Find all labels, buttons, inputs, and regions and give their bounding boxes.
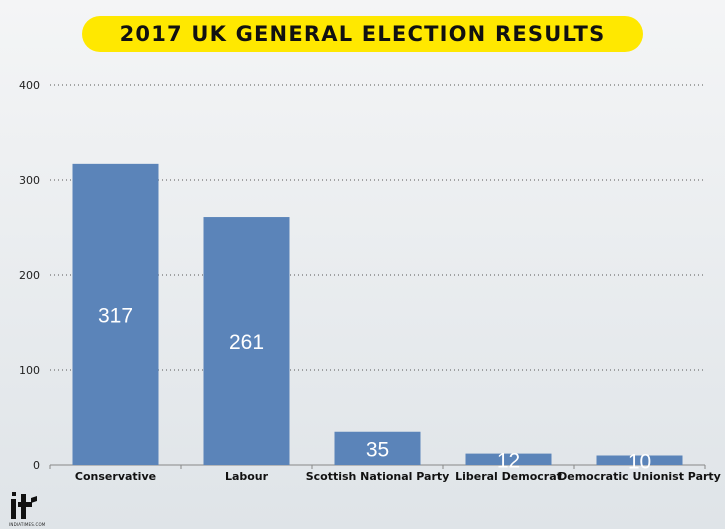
y-tick-label: 400	[19, 79, 40, 92]
logo-wordmark: INDIATIMES.COM	[9, 522, 46, 527]
bar-value-label: 12	[497, 449, 520, 472]
bar	[596, 455, 683, 465]
bar-value-label: 317	[98, 304, 133, 327]
bar-value-label: 35	[366, 438, 389, 461]
chart-title-banner: 2017 UK GENERAL ELECTION RESULTS	[82, 16, 643, 52]
indiatimes-logo-icon	[11, 492, 37, 519]
bar	[465, 453, 552, 465]
category-label: Liberal Democrat	[455, 470, 562, 483]
bar	[334, 431, 421, 465]
bar-value-label: 261	[229, 331, 264, 354]
category-label: Democratic Unionist Party	[558, 470, 721, 483]
y-tick-label: 200	[19, 269, 40, 282]
category-label: Labour	[225, 470, 269, 483]
y-tick-label: 0	[33, 459, 40, 472]
category-label: Conservative	[75, 470, 156, 483]
bar	[203, 217, 290, 465]
bar	[72, 163, 159, 465]
bar-value-label: 10	[628, 450, 651, 473]
category-label: Scottish National Party	[306, 470, 450, 483]
y-tick-label: 100	[19, 364, 40, 377]
y-tick-label: 300	[19, 174, 40, 187]
chart-title: 2017 UK GENERAL ELECTION RESULTS	[119, 22, 606, 46]
